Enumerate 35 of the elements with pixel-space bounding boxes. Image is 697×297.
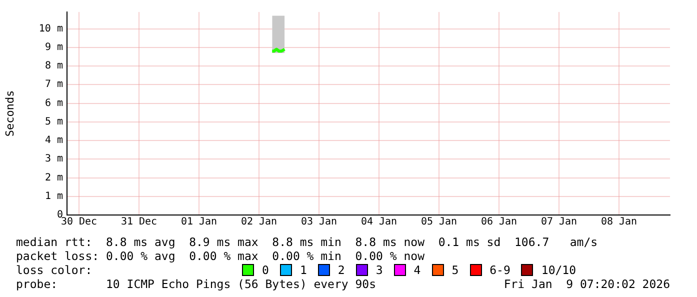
y-tick-label: 5 m bbox=[44, 116, 63, 128]
legend-label: 5 bbox=[452, 263, 459, 277]
x-tick-label: 31 Dec bbox=[120, 216, 158, 228]
y-tick-label: 6 m bbox=[44, 98, 63, 109]
y-tick-label: 8 m bbox=[44, 60, 63, 72]
x-tick-label: 05 Jan bbox=[420, 216, 458, 228]
legend-label: 10/10 bbox=[541, 263, 576, 277]
y-tick-label: 9 m bbox=[44, 42, 63, 53]
text: median rtt: 8.8 ms avg 8.9 ms max 8.8 ms min 8.8 ms now 0.1 ms sd 106.7 am/s bbox=[16, 235, 598, 249]
y-tick-label: 4 m bbox=[44, 135, 63, 146]
legend-label: 2 bbox=[338, 263, 345, 277]
legend-label: 6-9 bbox=[490, 263, 510, 277]
text: probe: 10 ICMP Echo Pings (56 Bytes) every 90s bbox=[16, 277, 376, 291]
legend-label: 3 bbox=[376, 263, 383, 277]
legend-title: loss color: bbox=[16, 263, 94, 277]
y-axis-title: Seconds bbox=[3, 90, 16, 137]
y-tick-label: 1 m bbox=[44, 190, 63, 202]
y-tick-label: 10 m bbox=[38, 23, 63, 34]
x-tick-label: 06 Jan bbox=[480, 216, 518, 228]
x-tick-label: 04 Jan bbox=[360, 216, 398, 228]
x-tick-label: 30 Dec bbox=[60, 216, 98, 228]
legend-label: 4 bbox=[414, 263, 421, 277]
y-tick-label: 0 bbox=[56, 210, 63, 221]
x-tick-label: 02 Jan bbox=[240, 216, 278, 228]
y-tick-label: 3 m bbox=[44, 154, 63, 165]
y-tick-label: 2 m bbox=[44, 172, 63, 184]
text: Fri Jan 9 07:20:02 2026 bbox=[504, 277, 670, 291]
x-tick-label: 08 Jan bbox=[600, 216, 638, 228]
text: packet loss: 0.00 % avg 0.00 % max 0.00 % min 0.00 % now bbox=[16, 249, 424, 263]
x-tick-label: 03 Jan bbox=[300, 216, 338, 228]
x-tick-label: 01 Jan bbox=[180, 216, 218, 228]
y-tick-label: 7 m bbox=[44, 79, 63, 90]
legend-label: 0 bbox=[262, 263, 269, 277]
x-tick-label: 07 Jan bbox=[540, 216, 578, 228]
legend-label: 1 bbox=[300, 263, 307, 277]
